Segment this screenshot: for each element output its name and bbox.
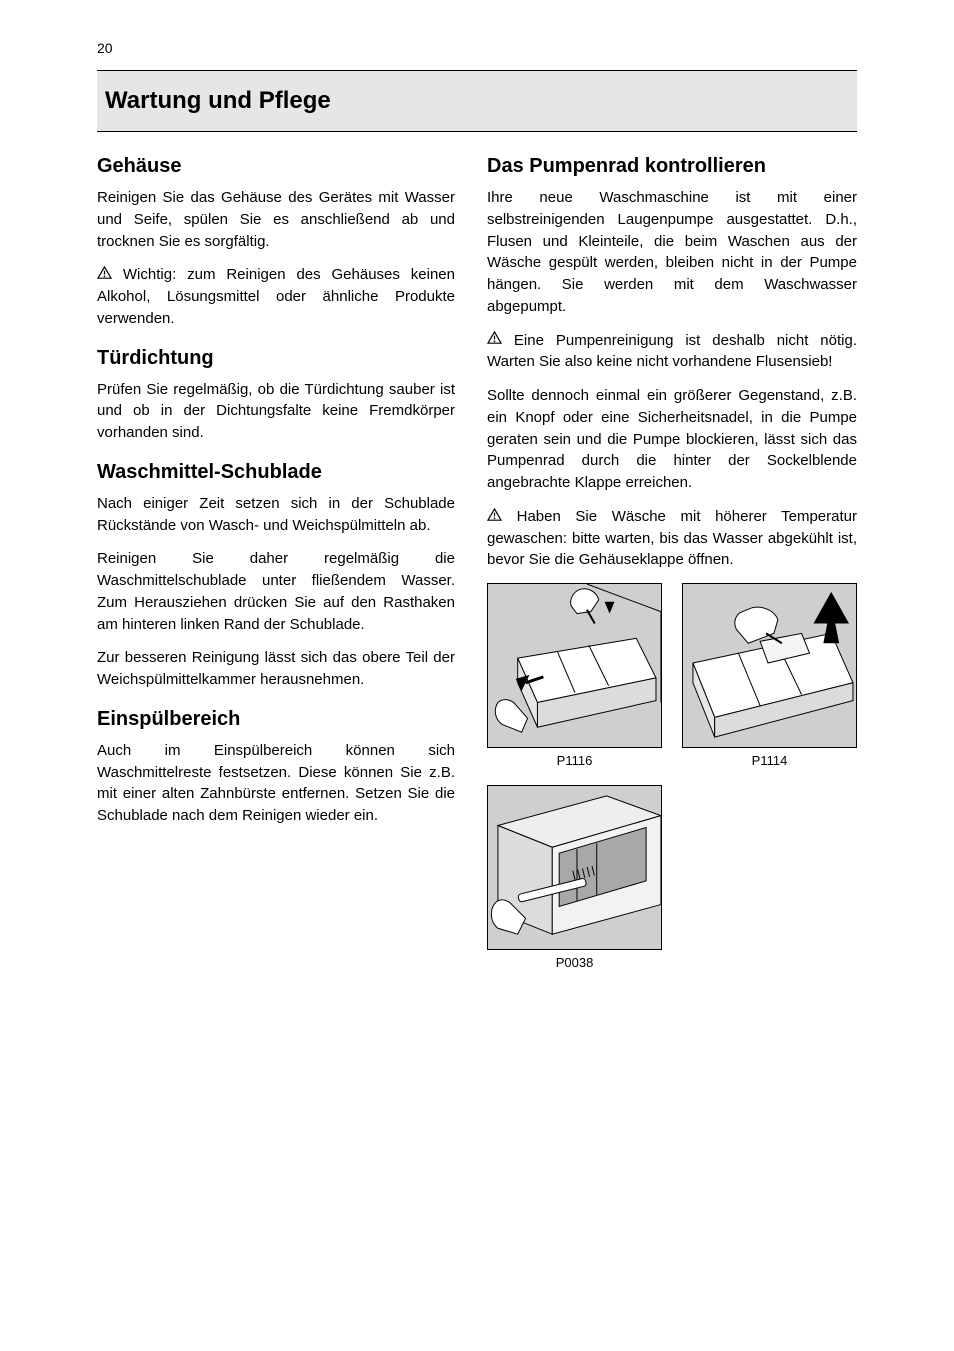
left-column: Gehäuse Reinigen Sie das Gehäuse des Ger…	[97, 152, 455, 987]
illustration-caption: P1116	[557, 752, 593, 771]
heading-turdichtung: Türdichtung	[97, 344, 455, 373]
illustration-caption: P1114	[752, 752, 788, 771]
illustration-wrap: P0038	[487, 785, 662, 973]
illustration-drawer-remove	[487, 583, 662, 748]
illustration-caption: P0038	[556, 954, 594, 973]
warning-paragraph: Eine Pumpenreinigung ist deshalb nicht n…	[487, 330, 857, 374]
illustration-wrap: P1114	[682, 583, 857, 771]
right-column: Das Pumpenrad kontrollieren Ihre neue Wa…	[487, 152, 857, 987]
heading-pumpe: Das Pumpenrad kontrollieren	[487, 152, 857, 181]
heading-gehause: Gehäuse	[97, 152, 455, 181]
paragraph: Zur besseren Reinigung lässt sich das ob…	[97, 647, 455, 691]
paragraph: Ihre neue Waschmaschine ist mit einer se…	[487, 187, 857, 318]
section-title: Wartung und Pflege	[105, 87, 331, 115]
warning-text: Haben Sie Wäsche mit höherer Temperatur …	[487, 508, 857, 569]
paragraph: Reinigen Sie das Gehäuse des Gerätes mit…	[97, 187, 455, 252]
paragraph: Reinigen Sie daher regelmäßig die Waschm…	[97, 548, 455, 635]
warning-text: Wichtig: zum Reinigen des Gehäuses keine…	[97, 266, 455, 327]
document-page: 20 Wartung und Pflege Gehäuse Reinigen S…	[0, 0, 954, 1351]
paragraph: Prüfen Sie regelmäßig, ob die Türdichtun…	[97, 379, 455, 444]
paragraph: Nach einiger Zeit setzen sich in der Sch…	[97, 493, 455, 537]
page-number: 20	[97, 40, 113, 56]
warning-paragraph: Haben Sie Wäsche mit höherer Temperatur …	[487, 506, 857, 571]
two-column-layout: Gehäuse Reinigen Sie das Gehäuse des Ger…	[97, 152, 857, 987]
paragraph: Auch im Einspülbereich können sich Wasch…	[97, 740, 455, 827]
illustration-wrap: P1116	[487, 583, 662, 771]
heading-waschmittelschublade: Waschmittel-Schublade	[97, 458, 455, 487]
illustration-insert-lift	[682, 583, 857, 748]
illustration-row: P0038	[487, 785, 857, 973]
warning-icon	[97, 264, 112, 286]
warning-icon	[487, 330, 502, 352]
warning-paragraph: Wichtig: zum Reinigen des Gehäuses keine…	[97, 264, 455, 329]
warning-text: Eine Pumpenreinigung ist deshalb nicht n…	[487, 332, 857, 371]
warning-icon	[487, 506, 502, 528]
heading-einspuelbereich: Einspülbereich	[97, 705, 455, 734]
section-header-band: Wartung und Pflege	[97, 70, 857, 132]
illustration-row: P1116	[487, 583, 857, 771]
paragraph: Sollte dennoch einmal ein größerer Gegen…	[487, 385, 857, 494]
illustration-cleaning-recess	[487, 785, 662, 950]
